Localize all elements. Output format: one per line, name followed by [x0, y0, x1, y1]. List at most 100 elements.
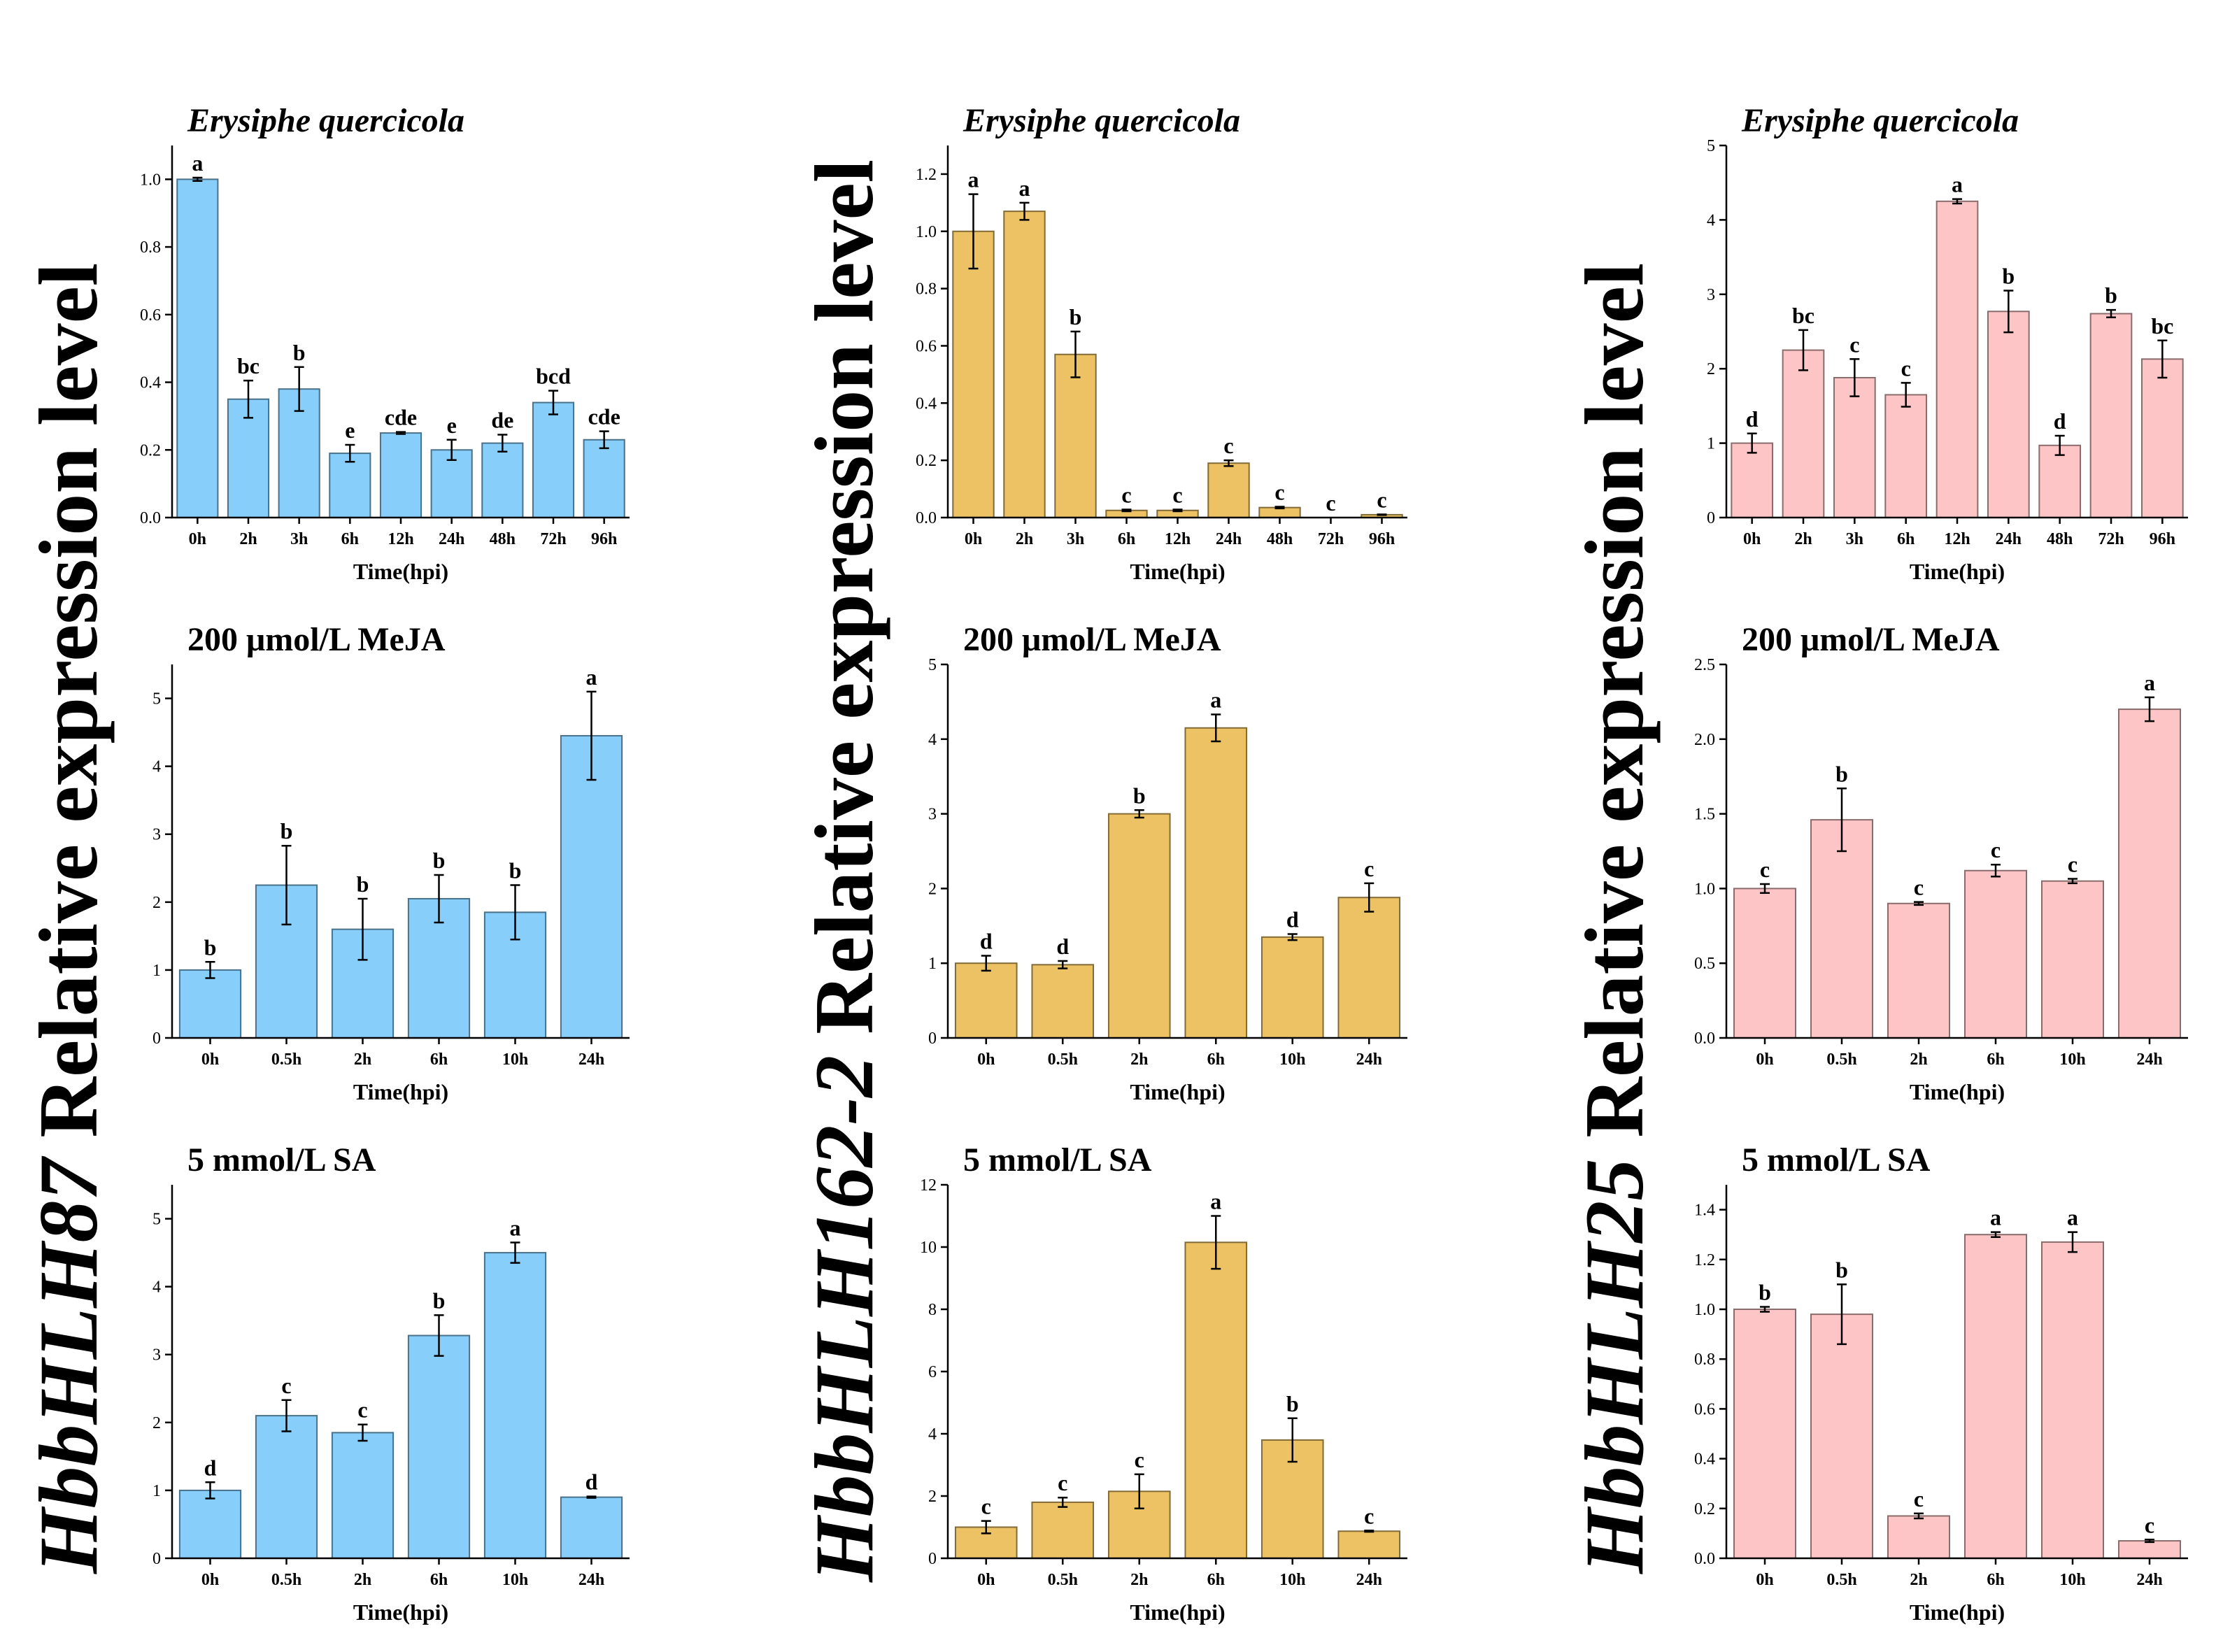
error-bar-0h [981, 1520, 991, 1534]
error-bar-6h [1121, 508, 1132, 513]
chart-title: Erysiphe quercicola [187, 102, 464, 139]
chart-title: 5 mmol/L SA [1742, 1141, 1931, 1179]
y-tick-label: 2 [1707, 360, 1715, 378]
chart-c33: 5 mmol/L SA b 0h b 0.5h c 2h a 6h a 10h c 24h 0.0 0.2 0… [1694, 1141, 2188, 1625]
significance-label: b [1286, 1391, 1299, 1416]
error-bar-48h [497, 434, 508, 453]
bar-10h [2041, 880, 2104, 1039]
gene-label-suffix-3: Relative expression level [1568, 263, 1661, 1159]
significance-label: c [1914, 1486, 1924, 1511]
x-tick-label: 12h [1944, 530, 1970, 548]
error-bar-6h [1991, 863, 2001, 878]
error-bar-24h [2145, 696, 2154, 722]
error-bar-0h [1760, 1306, 1770, 1313]
significance-label: b [433, 1288, 446, 1313]
y-tick-label: 0.6 [916, 337, 937, 355]
y-tick-label: 0.8 [140, 238, 161, 257]
error-bar-10h [1287, 933, 1298, 941]
error-bar-12h [1172, 508, 1183, 513]
chart-c12: Erysiphe quercicola a 0h a 2h b 3h c 6h c 12h c 24h c… [916, 102, 1407, 584]
bar-3h [1833, 376, 1876, 519]
significance-label: a [968, 167, 979, 192]
y-tick-label: 2.0 [1694, 731, 1715, 749]
error-bar-0h [205, 1481, 215, 1500]
y-tick-label: 5 [1707, 137, 1715, 155]
bar-24h [1987, 311, 2030, 518]
x-tick-label: 2h [1016, 530, 1033, 548]
gene-label-suffix-2: Relative expression level [797, 159, 890, 1055]
significance-label: bc [237, 353, 260, 378]
error-bar-48h [2054, 434, 2065, 456]
x-tick-label: 24h [1356, 1051, 1382, 1069]
y-tick-label: 12 [920, 1176, 937, 1195]
chart-c31: 5 mmol/L SA d 0h c 0.5h c 2h b 6h a 10h d 24h 0 1 2 3 4 5 T… [152, 1141, 630, 1625]
y-tick-label: 2 [928, 880, 937, 898]
bar-6h [1184, 1241, 1248, 1559]
error-bar-6h [1211, 1215, 1221, 1270]
significance-label: c [2145, 1512, 2154, 1537]
x-tick-label: 6h [341, 530, 359, 548]
error-bar-3h [1849, 358, 1860, 397]
y-tick-label: 3 [152, 1346, 161, 1365]
error-bar-0.5h [1837, 1283, 1847, 1346]
significance-label: a [1210, 1189, 1221, 1214]
bar-0h [954, 962, 1018, 1039]
significance-label: a [1952, 172, 1963, 197]
significance-label: b [357, 871, 369, 897]
x-tick-label: 6h [430, 1051, 448, 1069]
y-tick-label: 6 [928, 1363, 937, 1381]
x-tick-label: 3h [1067, 530, 1084, 548]
x-tick-label: 2h [1130, 1571, 1148, 1589]
error-bar-3h [1070, 330, 1081, 378]
x-tick-label: 96h [1369, 530, 1395, 548]
x-tick-label: 6h [430, 1571, 448, 1589]
y-tick-label: 0.2 [916, 452, 937, 470]
x-tick-label: 72h [2098, 530, 2124, 548]
x-tick-label: 10h [502, 1051, 528, 1069]
axis-lines [946, 1185, 1407, 1560]
x-tick-label: 6h [1207, 1051, 1225, 1069]
y-tick-label: 3 [928, 806, 937, 824]
error-bar-2h [243, 379, 253, 419]
x-axis-label: Time(hpi) [353, 1079, 448, 1104]
x-tick-label: 6h [1118, 530, 1135, 548]
x-tick-label: 0.5h [1048, 1051, 1078, 1069]
error-bar-10h [2068, 1231, 2078, 1253]
x-axis-label: Time(hpi) [353, 559, 448, 584]
y-tick-label: 1 [152, 1482, 161, 1500]
gene-name-hbbhlh25: HbbHLH25 [1568, 1159, 1661, 1574]
x-tick-label: 24h [439, 530, 464, 548]
error-bar-10h [2068, 878, 2078, 885]
bar-0h [1731, 442, 1773, 518]
error-bar-2h [1798, 329, 1808, 371]
significance-label: a [2067, 1205, 2078, 1230]
x-axis-label: Time(hpi) [1130, 1079, 1225, 1104]
significance-label: d [585, 1469, 598, 1495]
gene-name-hbbhlh162-2: HbbHLH162-2 [797, 1055, 890, 1583]
bar-0.5h [1031, 964, 1095, 1039]
x-tick-label: 0h [1743, 530, 1761, 548]
x-tick-label: 0h [1756, 1051, 1773, 1069]
x-tick-label: 0h [1756, 1571, 1773, 1589]
x-tick-label: 96h [2150, 530, 2175, 548]
error-bar-0h [1747, 432, 1757, 454]
y-tick-label: 0.8 [1694, 1351, 1715, 1369]
y-tick-label: 1.2 [1694, 1251, 1715, 1269]
bar-6h [1884, 394, 1927, 518]
chart-c11: Erysiphe quercicola a 0h bc 2h b 3h e 6h cde 12h e 2… [140, 102, 630, 584]
bar-96h [2141, 358, 2184, 518]
error-bar-96h [2157, 339, 2168, 379]
bar-2h [1107, 813, 1171, 1039]
x-tick-label: 2h [1794, 530, 1812, 548]
bar-2h [227, 398, 270, 519]
error-bar-0.5h [1058, 1496, 1068, 1508]
x-tick-label: 10h [502, 1571, 528, 1589]
bar-0h [178, 1489, 242, 1560]
error-bar-10h [510, 1241, 520, 1264]
x-axis-label: Time(hpi) [1130, 559, 1225, 584]
x-tick-label: 2h [1130, 1051, 1148, 1069]
y-tick-label: 0 [1707, 509, 1715, 527]
significance-label: c [1991, 837, 2001, 862]
significance-label: b [1835, 761, 1848, 786]
